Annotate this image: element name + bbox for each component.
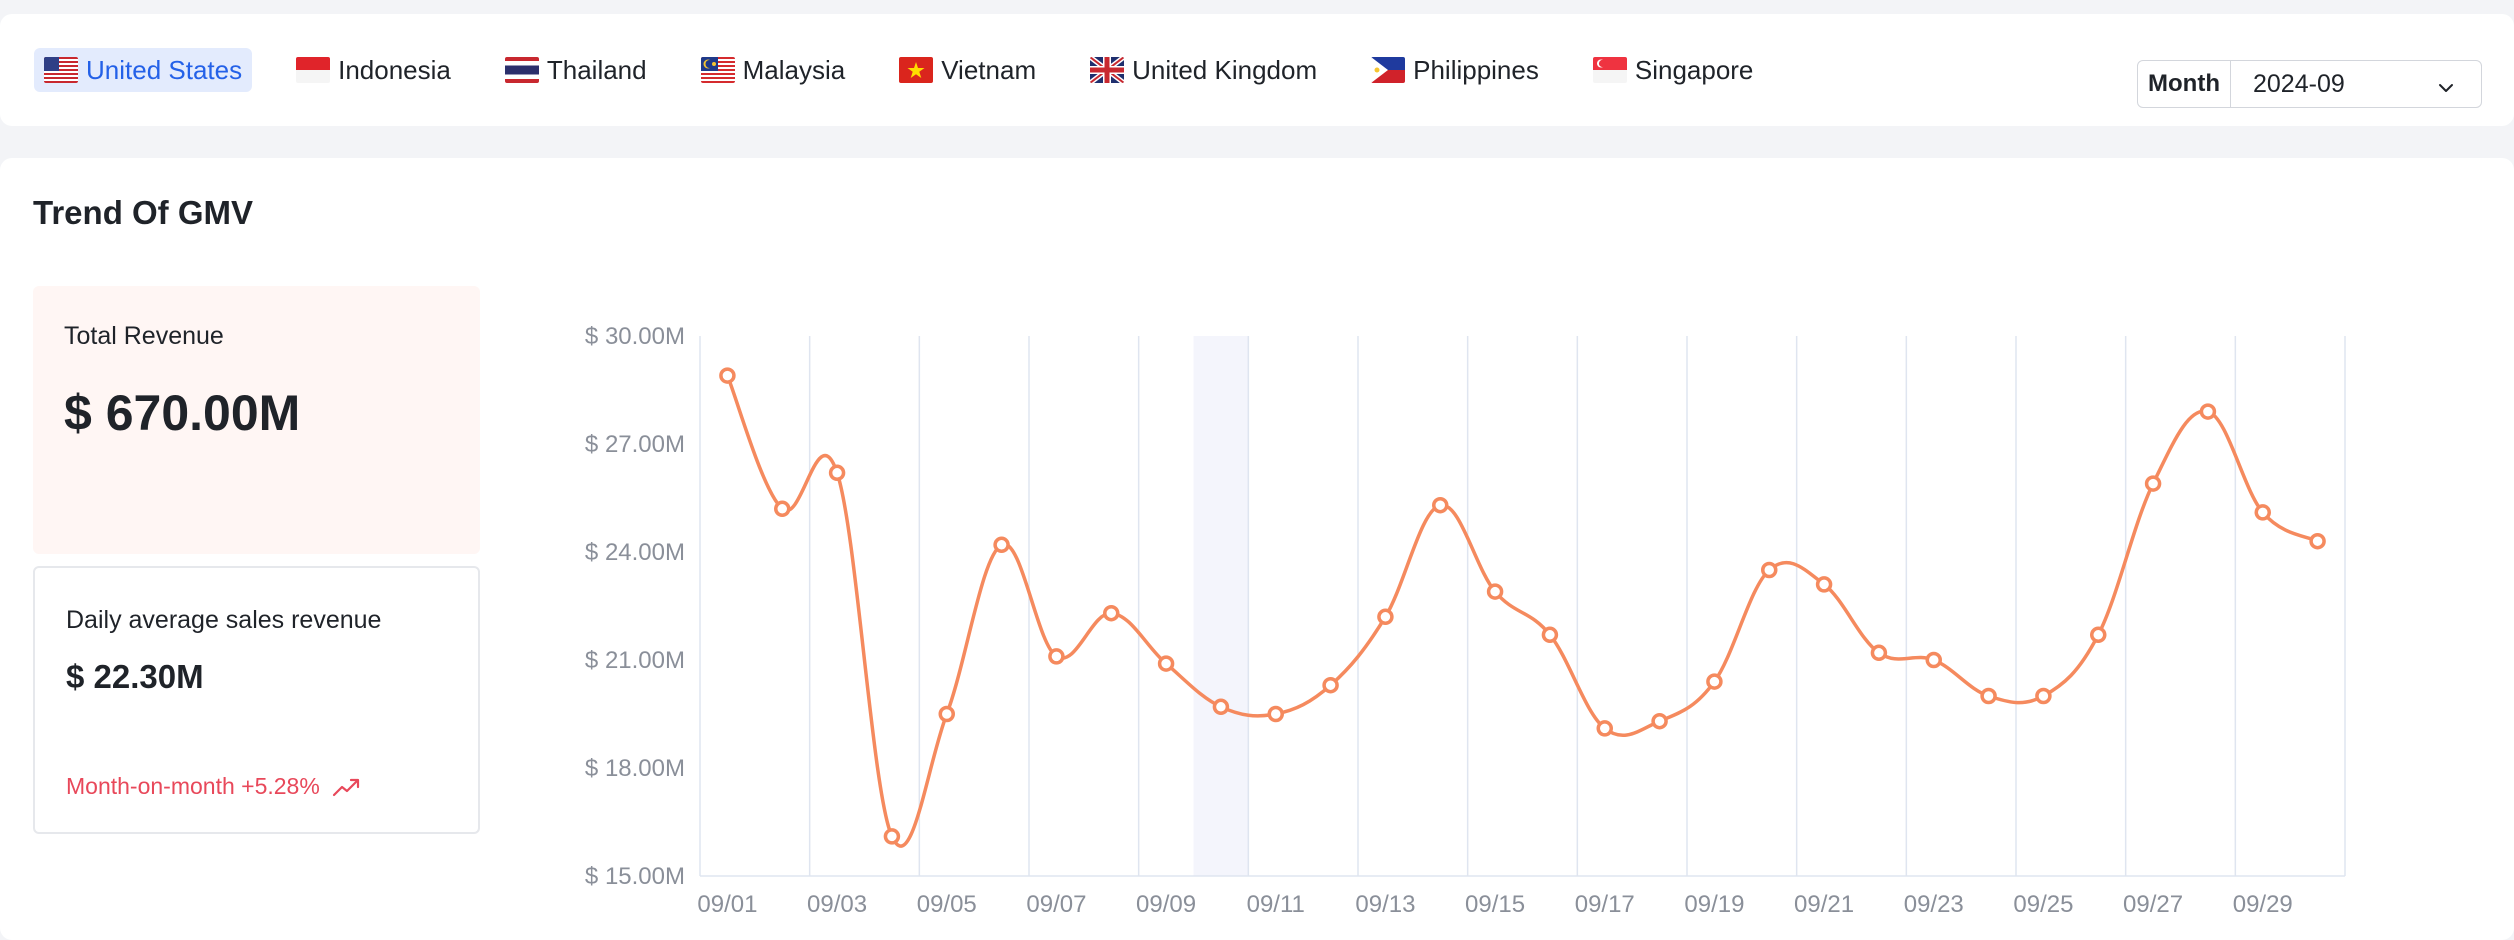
data-point (1157, 655, 1175, 672)
data-point (1761, 561, 1778, 579)
x-tick-label: 09/11 (1247, 891, 1305, 918)
data-point (2309, 532, 2326, 550)
data-point (1432, 496, 1449, 514)
total-revenue-label: Total Revenue (64, 322, 224, 350)
country-bar: United States Indonesia Thailand (0, 14, 2514, 126)
data-point (1870, 644, 1888, 662)
data-point (1651, 712, 1668, 730)
x-tick-label: 09/01 (697, 891, 757, 918)
gmv-trend-card: Trend Of GMV Total Revenue $ 670.00M Dai… (0, 158, 2514, 940)
data-point (938, 705, 955, 723)
month-on-month: Month-on-month +5.28% (66, 773, 362, 800)
x-tick-label: 09/03 (807, 891, 867, 918)
y-tick-label: $ 21.00M (585, 647, 685, 674)
chevron-down-icon (2437, 75, 2455, 104)
month-select[interactable]: 2024-09 (2231, 61, 2481, 107)
total-revenue-value: $ 670.00M (64, 385, 301, 441)
data-point (774, 500, 791, 518)
data-point (1980, 687, 1997, 705)
tab-vietnam[interactable]: Vietnam (889, 48, 1046, 92)
y-tick-label: $ 24.00M (585, 539, 685, 566)
chart-svg: $ 15.00M $ 18.00M $ 21.00M $ 24.00M $ 27.00M… (585, 323, 2346, 918)
data-point (2090, 626, 2107, 644)
trend-up-icon (332, 778, 359, 796)
tab-label: Vietnam (941, 54, 1037, 85)
country-tabs: United States Indonesia Thailand (34, 48, 1797, 92)
data-point (2254, 504, 2271, 521)
us-flag-icon (44, 57, 78, 83)
month-on-month-text: Month-on-month +5.28% (66, 773, 320, 799)
data-point (1541, 626, 1559, 644)
month-select-value: 2024-09 (2253, 69, 2345, 98)
tab-thailand[interactable]: Thailand (495, 48, 657, 92)
tab-label: United States (86, 54, 243, 85)
tab-label: Malaysia (742, 54, 846, 85)
tab-label: United Kingdom (1132, 54, 1318, 85)
hover-band (1193, 336, 1249, 876)
x-tick-label: 09/29 (2233, 891, 2293, 918)
tab-label: Indonesia (338, 54, 451, 85)
y-tick-label: $ 15.00M (585, 863, 685, 890)
data-point (1212, 698, 1230, 716)
gmv-series-line (725, 374, 2319, 848)
tab-label: Philippines (1413, 54, 1539, 85)
id-flag-icon (296, 57, 331, 83)
x-tick-label: 09/17 (1575, 891, 1635, 918)
x-tick-label: 09/25 (2013, 891, 2073, 918)
data-point (1103, 604, 1120, 622)
gb-flag-icon (1090, 57, 1125, 83)
th-flag-icon (504, 57, 539, 83)
tab-united-kingdom[interactable]: United Kingdom (1080, 48, 1327, 92)
data-point (1925, 651, 1942, 669)
tab-indonesia[interactable]: Indonesia (286, 48, 461, 92)
tab-united-states[interactable]: United States (34, 48, 253, 92)
y-tick-label: $ 27.00M (585, 431, 685, 458)
tab-philippines[interactable]: Philippines (1361, 48, 1549, 92)
total-revenue-box: Total Revenue $ 670.00M (33, 286, 480, 554)
sg-flag-icon (1592, 57, 1627, 83)
x-tick-label: 09/21 (1794, 891, 1854, 918)
data-point (719, 367, 736, 384)
my-flag-icon (700, 57, 735, 83)
data-point (883, 828, 901, 845)
x-tick-label: 09/19 (1684, 891, 1744, 918)
data-point (1377, 608, 1394, 626)
tab-malaysia[interactable]: Malaysia (691, 48, 856, 92)
y-tick-label: $ 30.00M (585, 323, 685, 350)
data-point (1706, 673, 1723, 690)
tab-label: Thailand (546, 54, 647, 85)
data-point (2144, 475, 2162, 492)
ph-flag-icon (1371, 57, 1406, 83)
data-point (828, 464, 846, 482)
data-point (2199, 403, 2217, 420)
vn-flag-icon (899, 57, 934, 83)
month-filter: Month 2024-09 (2137, 60, 2482, 108)
data-point (1486, 583, 1504, 600)
x-tick-label: 09/27 (2123, 891, 2183, 918)
data-point (2035, 687, 2052, 705)
month-filter-label: Month (2138, 61, 2231, 107)
data-point (1596, 720, 1613, 737)
tab-label: Singapore (1634, 54, 1754, 85)
data-point (1048, 648, 1065, 665)
x-tick-label: 09/13 (1355, 891, 1415, 918)
x-tick-label: 09/15 (1465, 891, 1525, 918)
card-title: Trend Of GMV (33, 194, 254, 231)
daily-average-value: $ 22.30M (66, 658, 204, 695)
data-point (1322, 676, 1339, 694)
y-tick-label: $ 18.00M (585, 755, 685, 782)
x-tick-label: 09/09 (1136, 891, 1196, 918)
gmv-line-chart: $ 15.00M $ 18.00M $ 21.00M $ 24.00M $ 27.00M… (540, 288, 2500, 928)
data-point (1267, 705, 1284, 723)
x-tick-label: 09/07 (1026, 891, 1086, 918)
data-point (993, 536, 1010, 554)
x-tick-label: 09/05 (917, 891, 977, 918)
daily-average-box: Daily average sales revenue $ 22.30M Mon… (33, 566, 480, 834)
daily-average-label: Daily average sales revenue (66, 606, 382, 634)
data-point (1815, 576, 1833, 593)
x-tick-label: 09/23 (1904, 891, 1964, 918)
tab-singapore[interactable]: Singapore (1583, 48, 1764, 92)
